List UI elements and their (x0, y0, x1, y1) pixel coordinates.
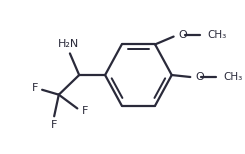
Text: O: O (178, 30, 187, 40)
Text: F: F (51, 120, 57, 130)
Text: H₂N: H₂N (57, 39, 79, 49)
Text: CH₃: CH₃ (207, 30, 226, 40)
Text: O: O (195, 72, 204, 82)
Text: CH₃: CH₃ (224, 72, 243, 82)
Text: F: F (32, 83, 38, 93)
Text: F: F (82, 106, 88, 116)
